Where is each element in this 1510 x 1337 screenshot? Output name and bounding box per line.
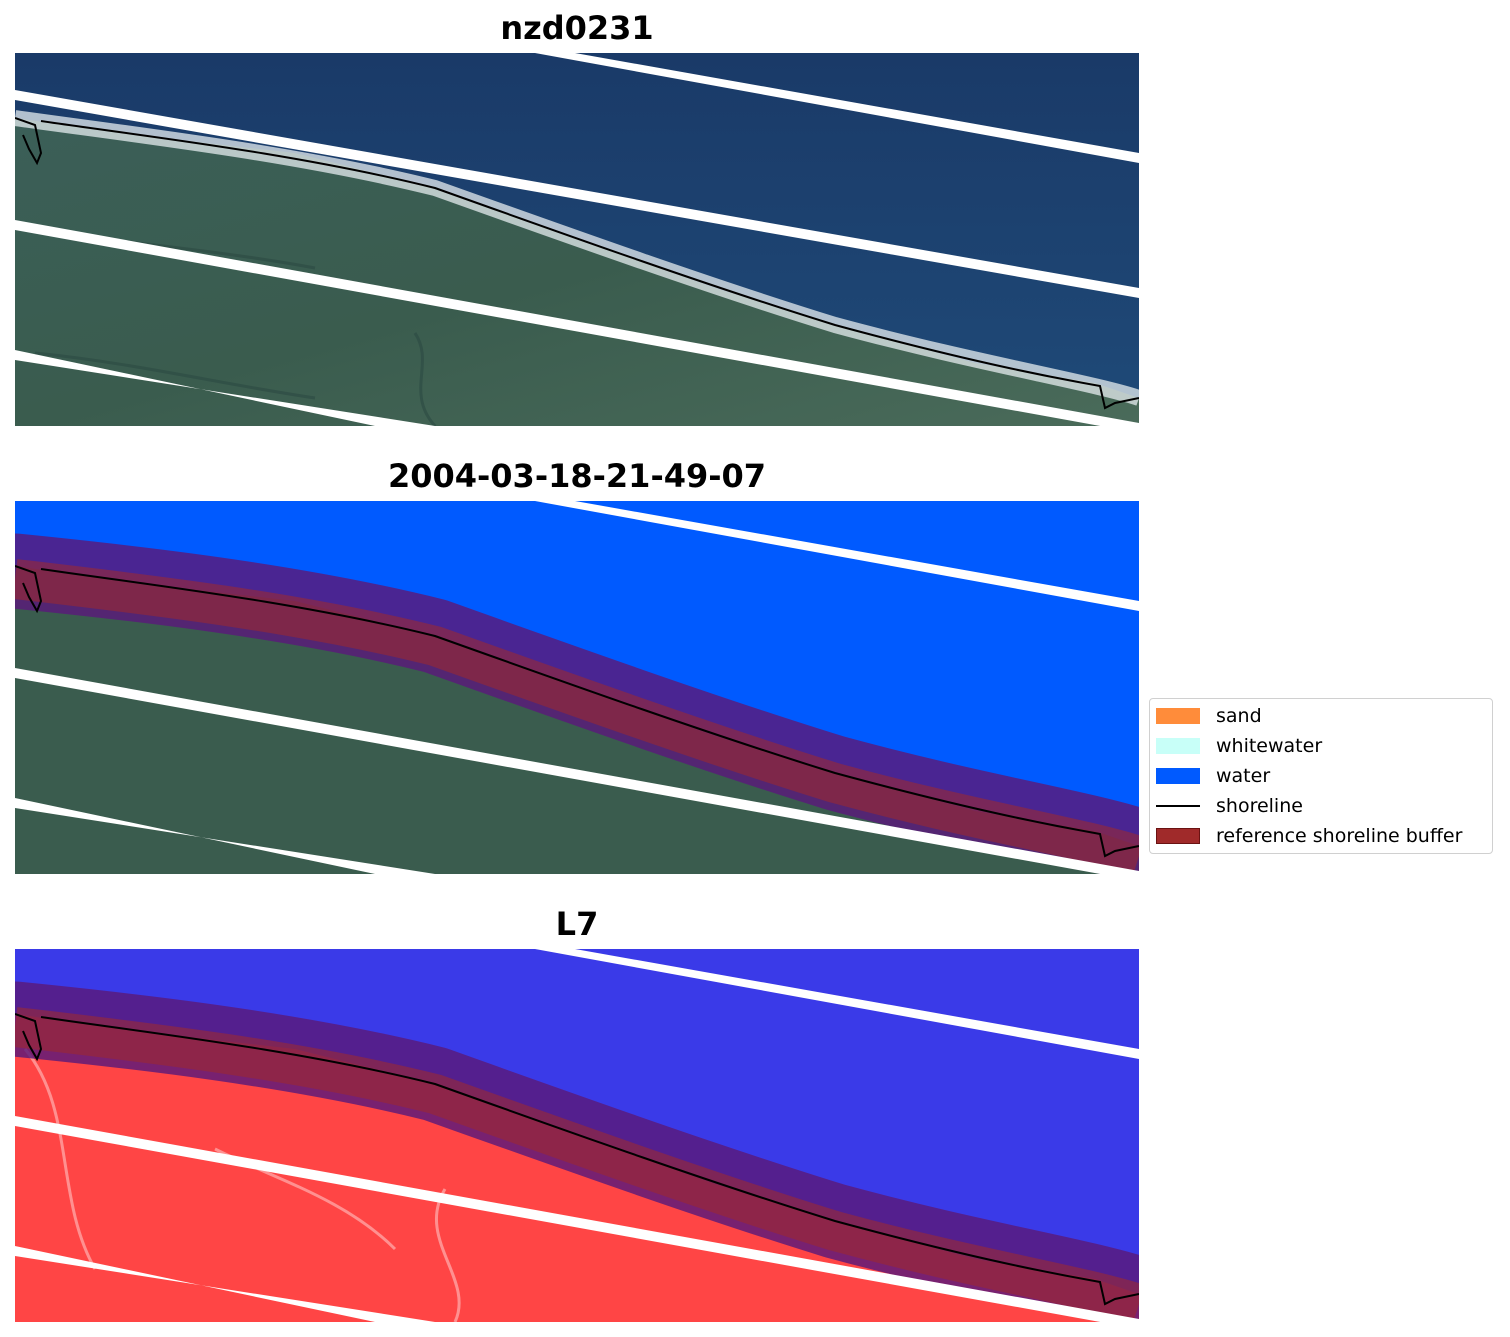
buffer-inner: [15, 1007, 1139, 1322]
rgb-image-panel: [15, 53, 1139, 426]
legend: sand whitewater water shoreline referenc…: [1149, 698, 1493, 854]
scan-stripes: [15, 53, 1139, 426]
legend-label: reference shoreline buffer: [1216, 825, 1463, 847]
legend-swatch-water: [1156, 768, 1200, 784]
shoreline: [15, 1013, 1139, 1306]
legend-swatch-buffer: [1156, 828, 1200, 844]
legend-label: water: [1216, 765, 1271, 787]
legend-label: shoreline: [1216, 795, 1303, 817]
legend-swatch-sand: [1156, 708, 1200, 724]
legend-swatch-shoreline: [1156, 805, 1200, 807]
shoreline: [15, 117, 1139, 410]
legend-item-whitewater: whitewater: [1156, 735, 1322, 757]
panel-title-sensor: L7: [555, 905, 599, 943]
panel-title-classified: 2004-03-18-21-49-07: [387, 457, 767, 495]
legend-item-sand: sand: [1156, 705, 1262, 727]
legend-item-shoreline: shoreline: [1156, 795, 1303, 817]
legend-swatch-whitewater: [1156, 738, 1200, 754]
legend-label: whitewater: [1216, 735, 1323, 757]
scan-stripes: [15, 949, 1139, 1322]
legend-item-buffer: reference shoreline buffer: [1156, 825, 1462, 847]
land-area: [15, 118, 1139, 426]
panel-title-rgb: nzd0231: [500, 9, 654, 47]
buffer-inner: [15, 559, 1139, 874]
legend-label: sand: [1216, 705, 1262, 727]
classified-image-panel: [15, 501, 1139, 874]
mndwi-image-panel: [15, 949, 1139, 1322]
scan-stripes: [15, 501, 1139, 874]
shoreline: [15, 565, 1139, 858]
legend-item-water: water: [1156, 765, 1270, 787]
